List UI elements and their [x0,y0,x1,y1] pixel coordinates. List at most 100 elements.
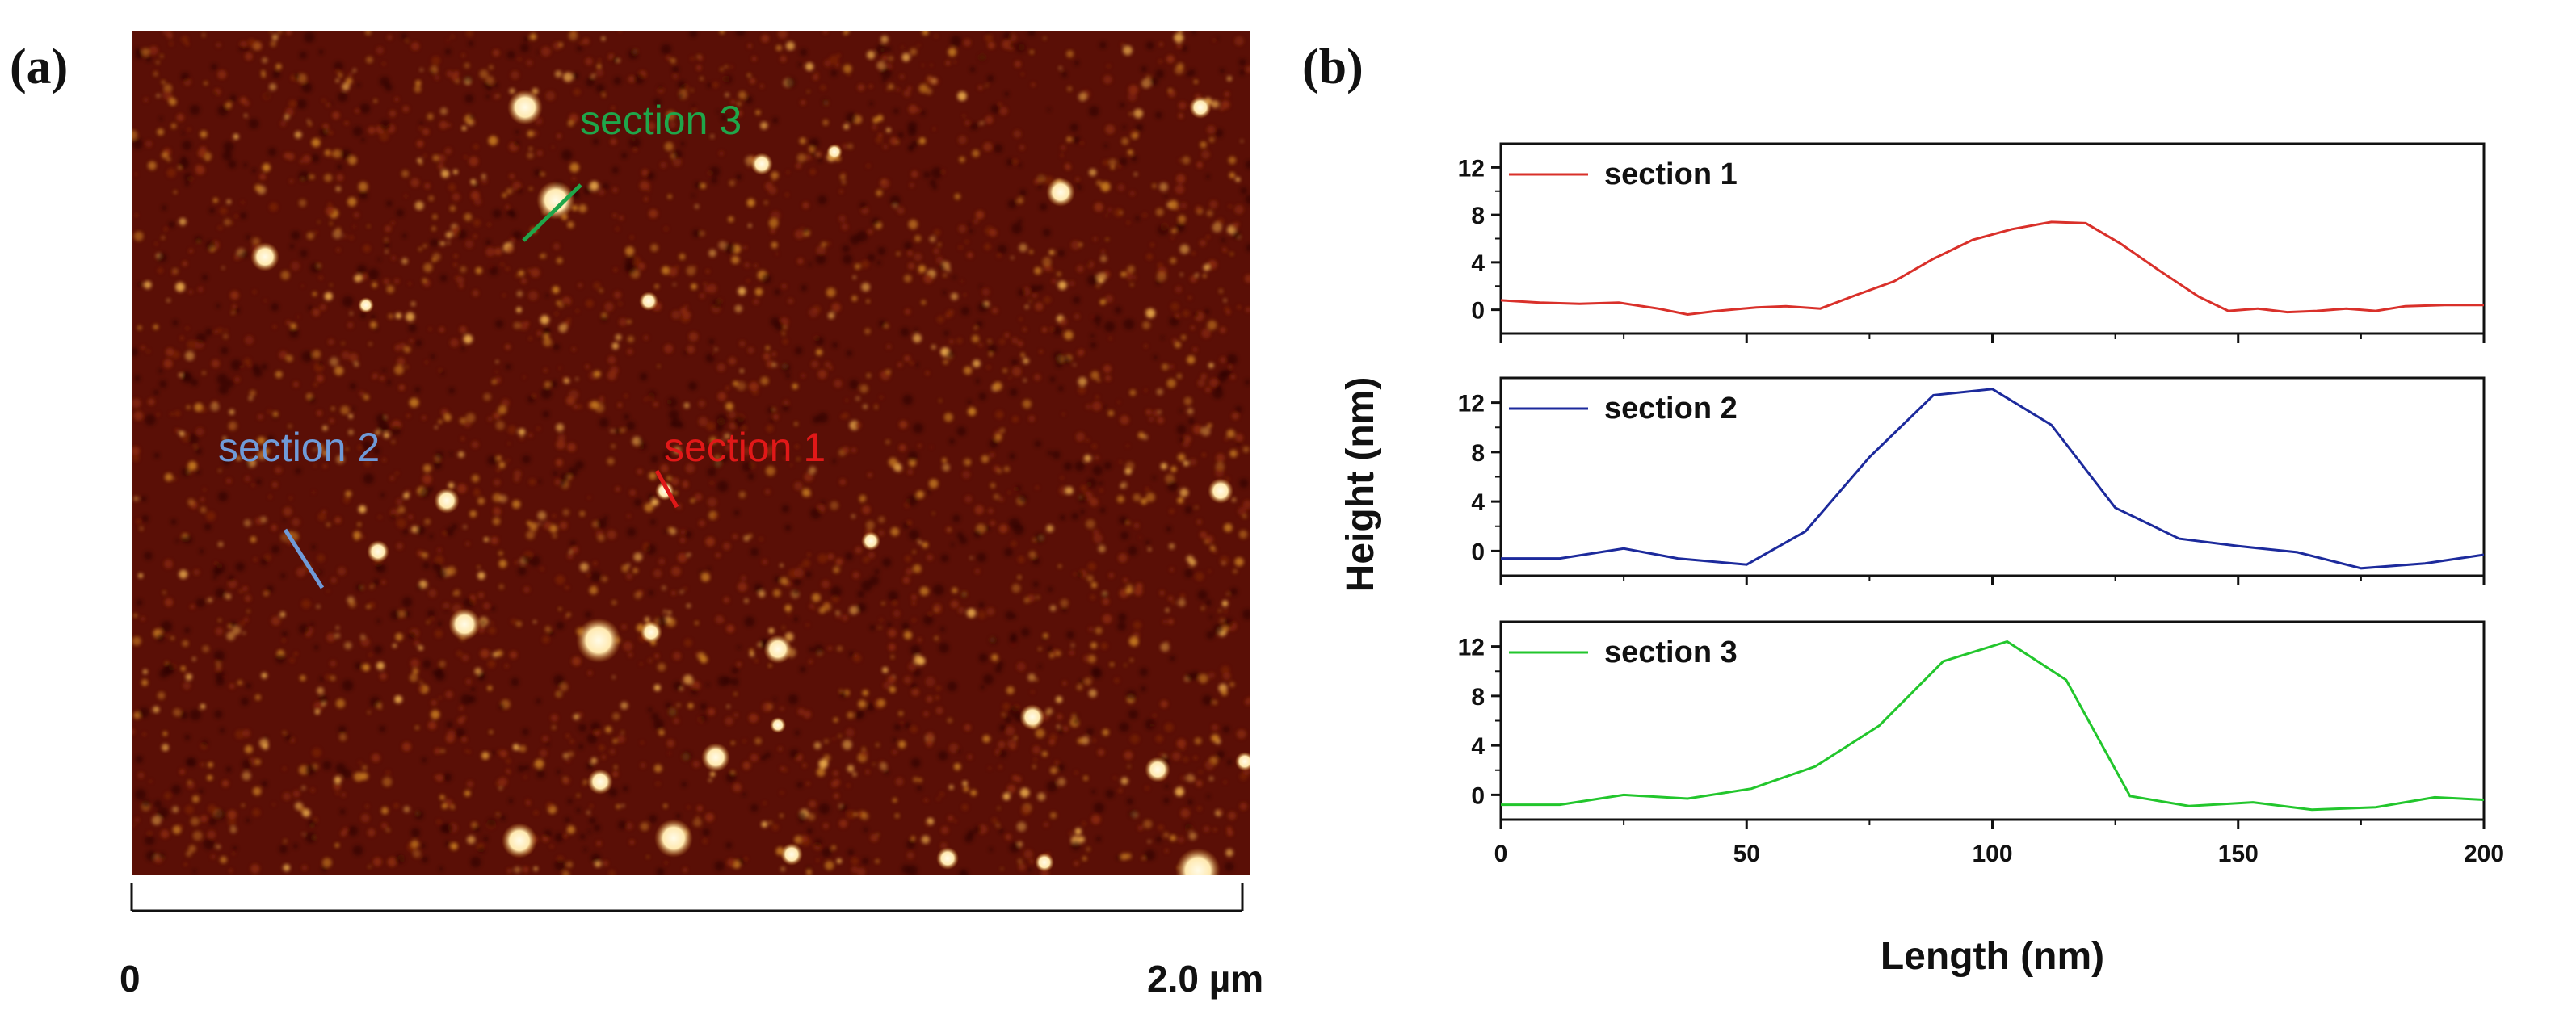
afm-grain [1165,608,1170,613]
afm-grain [643,335,649,341]
afm-grain [922,64,925,67]
afm-grain [523,375,527,379]
afm-grain [282,639,286,643]
afm-grain [224,218,231,226]
afm-grain [881,602,885,606]
afm-grain [184,805,194,815]
afm-grain [822,31,829,35]
afm-grain [381,580,386,585]
afm-grain [889,136,898,145]
afm-grain [604,302,614,312]
afm-grain [170,412,174,416]
y-tick-label: 4 [1471,250,1485,277]
afm-grain [1076,265,1084,273]
afm-grain [191,795,200,803]
afm-grain [907,468,914,476]
afm-grain [1061,145,1066,151]
afm-grain [829,366,833,371]
afm-grain [893,798,897,803]
afm-grain [876,833,880,836]
afm-grain [613,291,622,299]
afm-grain [952,587,958,593]
afm-grain [911,601,916,606]
afm-grain [594,370,601,378]
afm-grain [461,126,467,131]
afm-grain [1105,124,1116,135]
afm-grain [1064,330,1074,340]
legend-label-1: section 1 [1604,157,1738,191]
afm-grain [323,463,327,468]
afm-grain [528,337,532,340]
afm-grain [1049,605,1057,611]
afm-grain [316,410,322,417]
afm-grain [1166,379,1176,388]
afm-grain [1183,757,1189,763]
afm-grain [1137,825,1143,831]
series-line-1 [1500,220,2484,317]
afm-grain [726,624,735,633]
afm-grain [460,437,465,441]
afm-grain [446,70,453,78]
afm-grain [347,155,357,166]
afm-grain [385,225,392,233]
afm-grain [313,448,316,451]
afm-grain [471,474,480,483]
afm-grain [1127,149,1133,156]
afm-grain [668,752,671,755]
afm-grain [781,283,787,289]
afm-grain [736,381,746,391]
afm-grain [313,383,317,387]
afm-grain [1110,165,1115,170]
afm-grain [393,278,400,284]
afm-grain [538,522,541,526]
afm-grain [816,245,826,255]
afm-grain [157,128,164,136]
afm-grain [342,82,350,91]
afm-grain [1179,31,1183,33]
afm-grain [585,364,590,369]
afm-grain [1017,341,1023,346]
y-tick-label: 0 [1471,298,1485,325]
afm-grain [292,381,299,388]
afm-grain [483,392,491,401]
afm-grain [218,468,222,472]
afm-grain [1176,62,1184,70]
afm-grain [998,765,1002,770]
afm-grain [567,443,576,452]
afm-grain [1143,820,1153,828]
afm-grain [746,279,750,283]
afm-grain [1130,658,1133,662]
afm-grain [987,41,995,49]
afm-grain [336,248,341,253]
x-tick-label: 0 [1494,841,1508,867]
afm-grain [679,537,686,543]
afm-grain [190,816,200,826]
afm-grain [217,69,227,79]
afm-grain [618,31,622,33]
afm-grain [672,157,682,167]
afm-grain [330,660,337,667]
afm-grain [706,422,716,431]
afm-grain [910,836,915,841]
afm-grain [434,75,440,81]
afm-grain [720,439,724,443]
afm-grain [419,681,423,684]
afm-grain [616,804,620,809]
afm-grain [495,370,498,374]
afm-grain [1066,86,1073,92]
afm-grain [151,816,162,825]
afm-grain [385,770,391,775]
afm-grain [1006,784,1016,794]
afm-grain [288,99,297,108]
afm-grain [1180,202,1187,209]
afm-grain [132,447,141,455]
afm-grain [507,425,517,434]
afm-grain [327,150,335,158]
afm-grain [813,607,816,610]
afm-grain [162,731,168,736]
afm-grain [833,566,840,573]
afm-grain [308,121,313,127]
afm-grain [194,445,197,448]
afm-grain [977,610,986,619]
afm-grain [680,529,686,535]
